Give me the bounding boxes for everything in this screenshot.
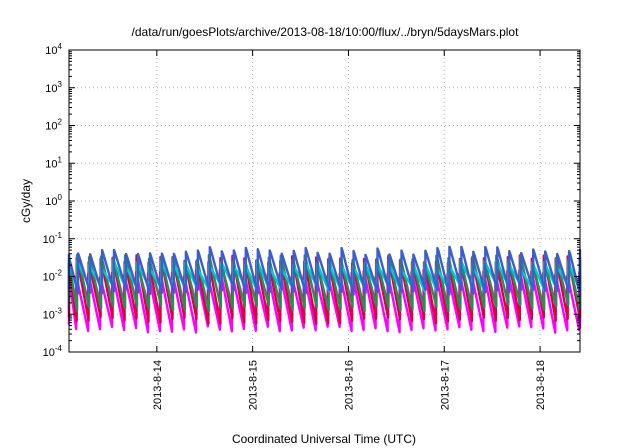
y-tick-label: 10-2	[43, 269, 63, 284]
x-tick-label: 2013-8-15	[248, 360, 260, 410]
x-tick-label: 2013-8-16	[343, 360, 355, 410]
y-tick-label: 103	[45, 80, 62, 95]
y-axis: 10-4 10-3 10-2 10-1 100 101 102 103 104	[43, 42, 580, 359]
y-tick-label: 100	[45, 193, 62, 208]
y-tick-label: 102	[45, 118, 62, 133]
x-tick-label: 2013-8-14	[152, 360, 164, 410]
y-tick-label: 10-1	[43, 231, 63, 246]
y-tick-label: 10-3	[43, 306, 63, 321]
y-tick-label: 10-4	[43, 344, 63, 359]
y-axis-label: cGy/day	[19, 179, 33, 223]
y-tick-label: 101	[45, 155, 62, 170]
series-line-5	[67, 245, 582, 296]
series-group	[67, 245, 582, 334]
chart-title: /data/run/goesPlots/archive/2013-08-18/1…	[132, 25, 520, 39]
x-axis-label: Coordinated Universal Time (UTC)	[232, 432, 416, 446]
x-axis: 2013-8-14 2013-8-15 2013-8-16 2013-8-17 2013…	[152, 50, 547, 410]
y-tick-label: 104	[45, 42, 62, 57]
x-tick-label: 2013-8-17	[439, 360, 451, 410]
x-tick-label: 2013-8-18	[535, 360, 547, 410]
